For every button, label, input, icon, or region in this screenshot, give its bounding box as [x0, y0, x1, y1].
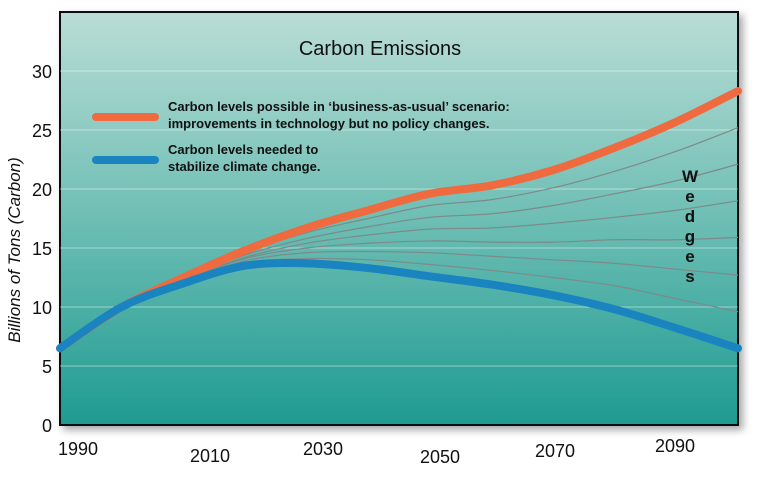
x-tick-label: 2050	[420, 447, 460, 467]
y-tick-label: 20	[32, 180, 52, 200]
wedges-letter: d	[685, 207, 695, 226]
y-tick-label: 0	[42, 416, 52, 436]
y-tick-label: 5	[42, 357, 52, 377]
plot-area	[59, 11, 739, 426]
wedges-letter: W	[682, 167, 699, 186]
legend-label: Carbon levels needed to	[168, 142, 318, 157]
y-axis-label: Billions of Tons (Carbon)	[5, 157, 24, 343]
business-as-usual-line	[56, 87, 742, 353]
x-tick-label: 2030	[303, 439, 343, 459]
y-tick-label: 30	[32, 62, 52, 82]
chart-title: Carbon Emissions	[299, 38, 461, 60]
wedges-letter: e	[685, 187, 694, 206]
x-tick-label: 1990	[58, 439, 98, 459]
y-tick-label: 15	[32, 239, 52, 259]
y-tick-label: 10	[32, 298, 52, 318]
stabilization-line	[56, 259, 742, 353]
x-tick-label: 2070	[535, 441, 575, 461]
x-tick-label: 2010	[190, 446, 230, 466]
y-tick-label: 25	[32, 121, 52, 141]
legend-label: stabilize climate change.	[168, 159, 320, 174]
wedges-letter: e	[685, 247, 694, 266]
legend-label: improvements in technology but no policy…	[168, 116, 489, 131]
legend-label: Carbon levels possible in ‘business-as-u…	[168, 99, 510, 114]
wedges-letter: s	[685, 267, 694, 286]
x-tick-label: 2090	[655, 436, 695, 456]
wedges-letter: g	[685, 227, 695, 246]
